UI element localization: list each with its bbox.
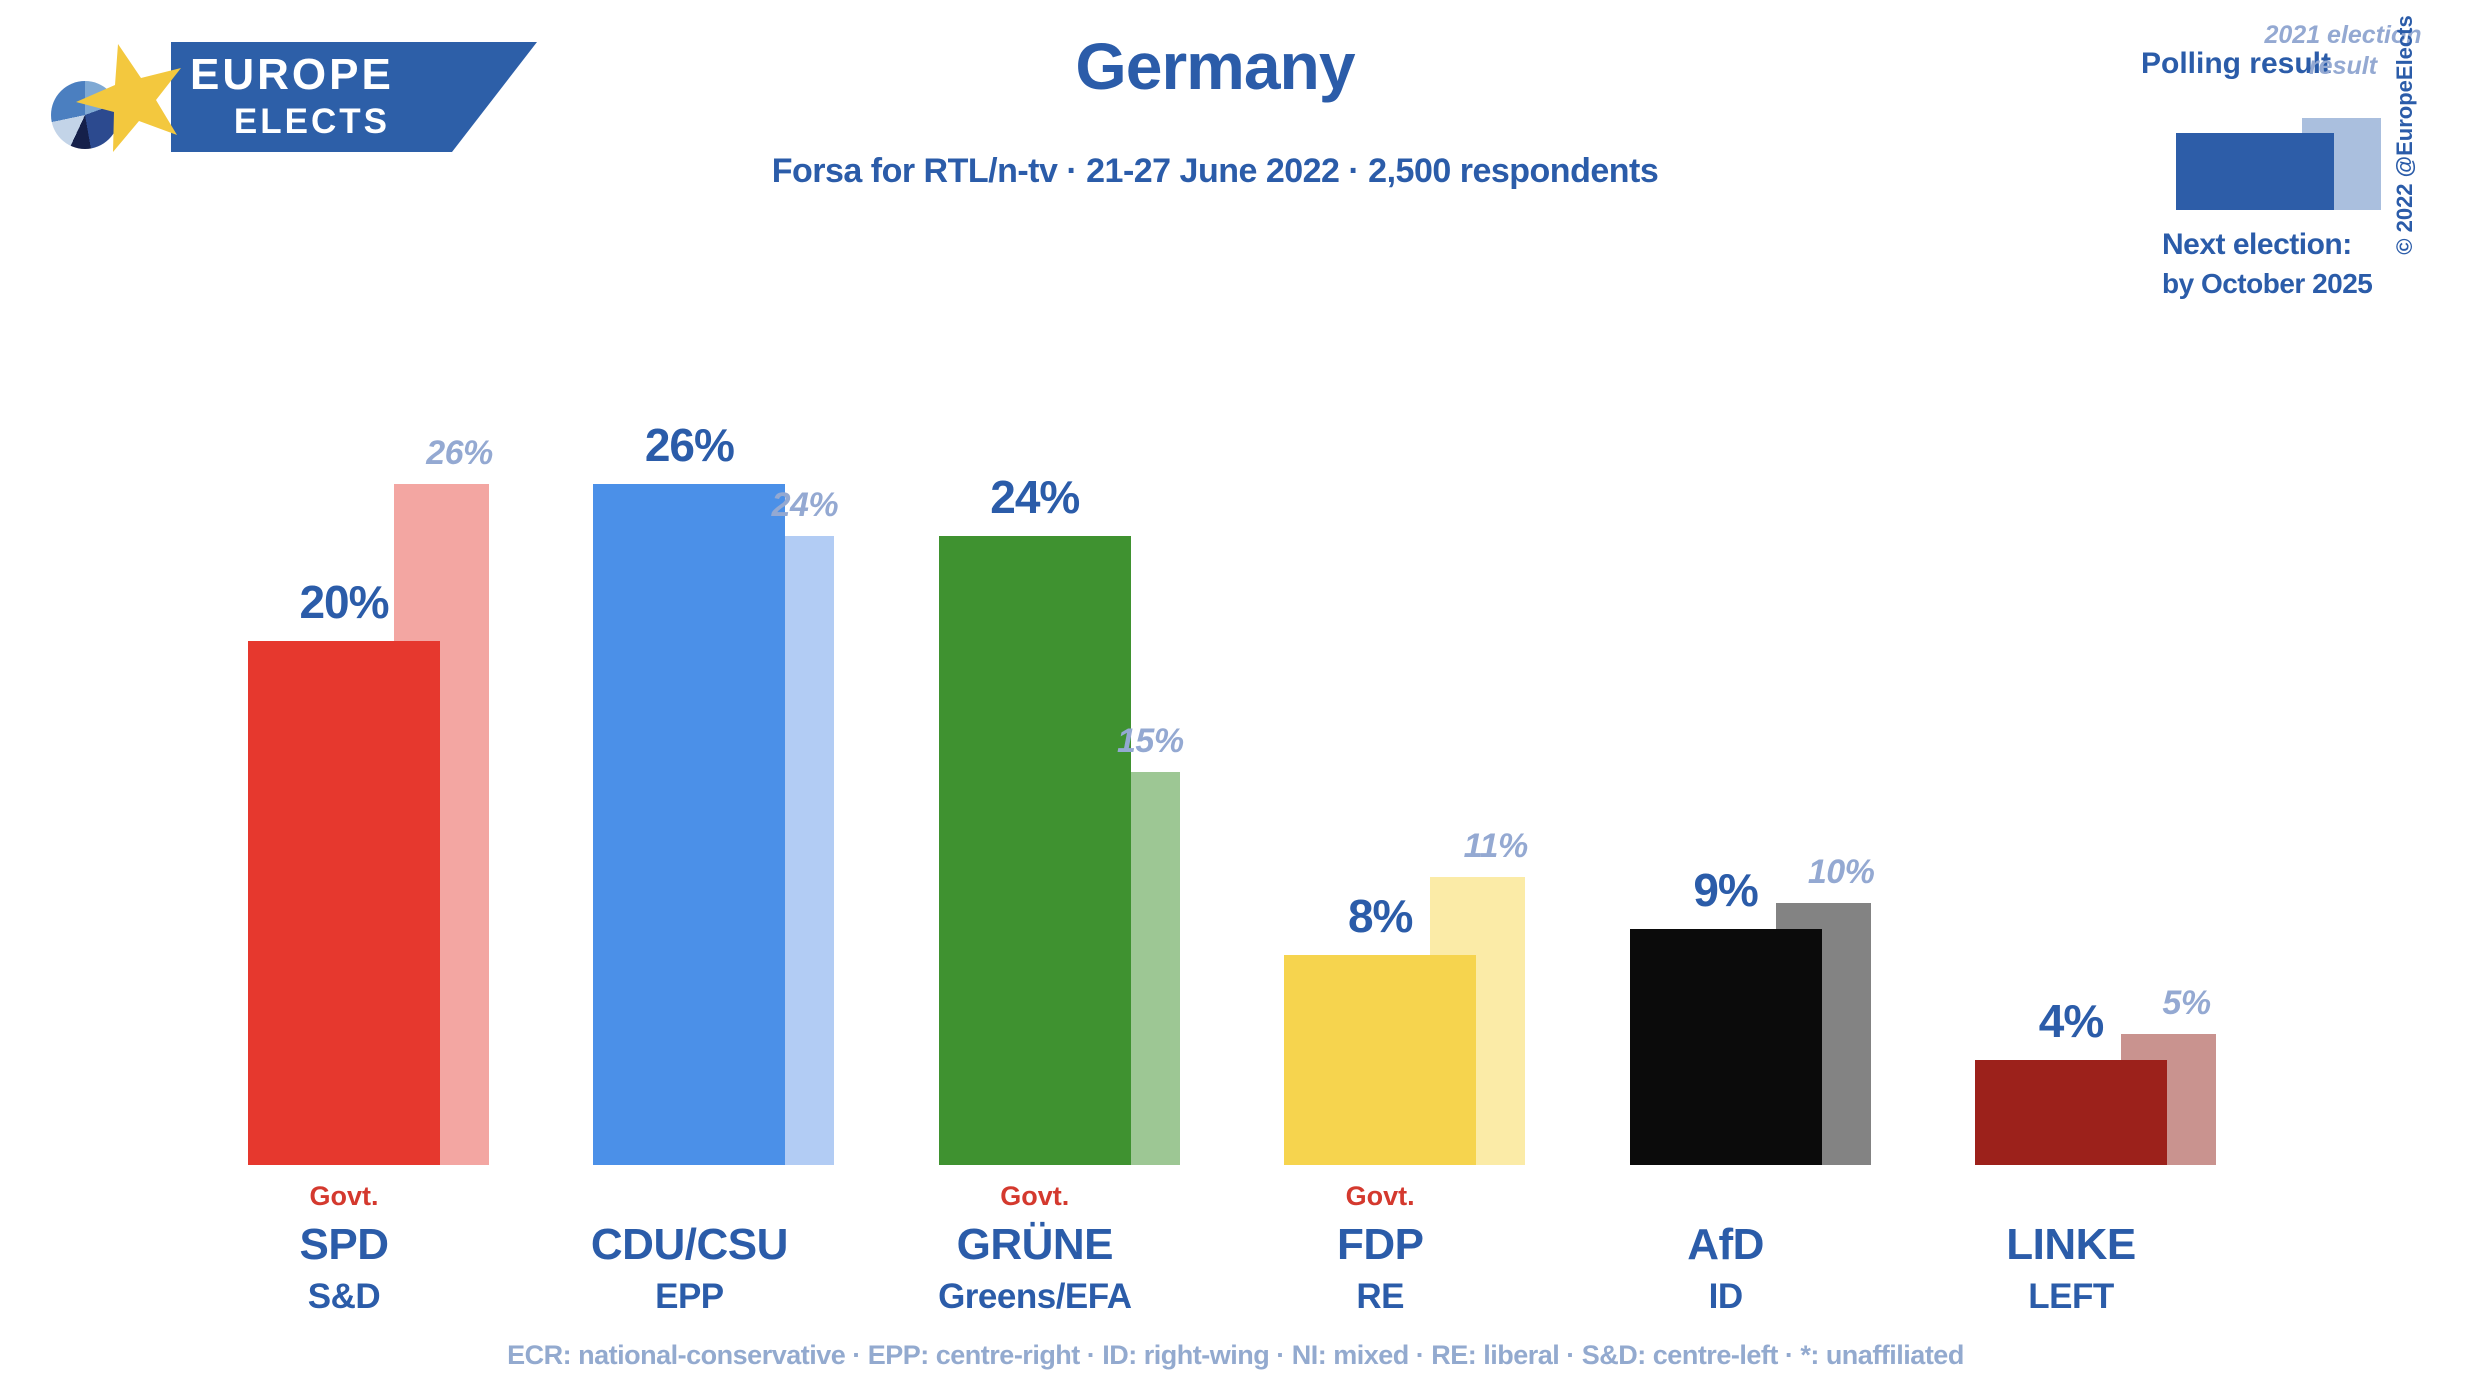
election-value-CDU/CSU: 24% (771, 486, 839, 525)
group-glossary: ECR: national-conservative · EPP: centre… (507, 1340, 1964, 1370)
party-group-AfD: ID (1708, 1277, 1744, 1316)
next-election-date: by October 2025 (2162, 268, 2373, 299)
logo-text-europe: EUROPE (190, 50, 394, 99)
polling-bar-LINKE (1975, 1060, 2167, 1165)
polling-value-SPD: 20% (299, 576, 389, 628)
poll-subtitle: Forsa for RTL/n-tv · 21-27 June 2022 · 2… (771, 152, 1659, 190)
logo-text-elects: ELECTS (233, 102, 390, 141)
party-group-FDP: RE (1356, 1277, 1404, 1316)
party-name-LINKE: LINKE (2006, 1220, 2136, 1269)
govt-label-SPD: Govt. (309, 1181, 379, 1211)
polling-value-FDP: 8% (1347, 890, 1413, 943)
polling-bar-CDU/CSU (593, 483, 786, 1165)
next-election-label: Next election: (2162, 228, 2352, 261)
legend-election-result-label: 2021 election result (2264, 21, 2422, 80)
party-name-FDP: FDP (1336, 1220, 1424, 1269)
election-value-FDP: 11% (1463, 826, 1529, 865)
page-title: Germany (1075, 29, 1355, 103)
election-value-AfD: 10% (1807, 853, 1875, 891)
polling-bar-AfD (1629, 929, 1822, 1165)
polling-value-CDU/CSU: 26% (644, 418, 735, 471)
polling-bar-GRÜNE (938, 536, 1131, 1165)
govt-label-FDP: Govt. (1345, 1181, 1415, 1211)
party-name-CDU/CSU: CDU/CSU (590, 1220, 788, 1269)
legend-polling-bar-swatch (2176, 133, 2334, 210)
election-value-LINKE: 5% (2162, 984, 2211, 1022)
polling-value-GRÜNE: 24% (990, 471, 1080, 524)
election-value-SPD: 26% (426, 433, 493, 472)
party-group-LINKE: LEFT (2028, 1277, 2114, 1316)
party-name-GRÜNE: GRÜNE (956, 1220, 1114, 1269)
party-name-SPD: SPD (299, 1220, 389, 1269)
star-icon (76, 44, 181, 152)
party-group-GRÜNE: Greens/EFA (938, 1277, 1132, 1316)
polling-value-LINKE: 4% (2038, 995, 2104, 1048)
europe-elects-logo: EUROPE ELECTS (0, 0, 600, 200)
govt-label-GRÜNE: Govt. (1000, 1181, 1070, 1211)
election-value-GRÜNE: 15% (1117, 722, 1184, 760)
party-group-SPD: S&D (307, 1277, 381, 1316)
polling-bar-FDP (1284, 955, 1477, 1165)
legend-polling-result-label: Polling result (2140, 47, 2332, 80)
party-name-AfD: AfD (1687, 1220, 1764, 1269)
polling-bar-SPD (248, 641, 440, 1165)
party-group-CDU/CSU: EPP (655, 1277, 724, 1316)
polling-value-AfD: 9% (1693, 864, 1758, 917)
